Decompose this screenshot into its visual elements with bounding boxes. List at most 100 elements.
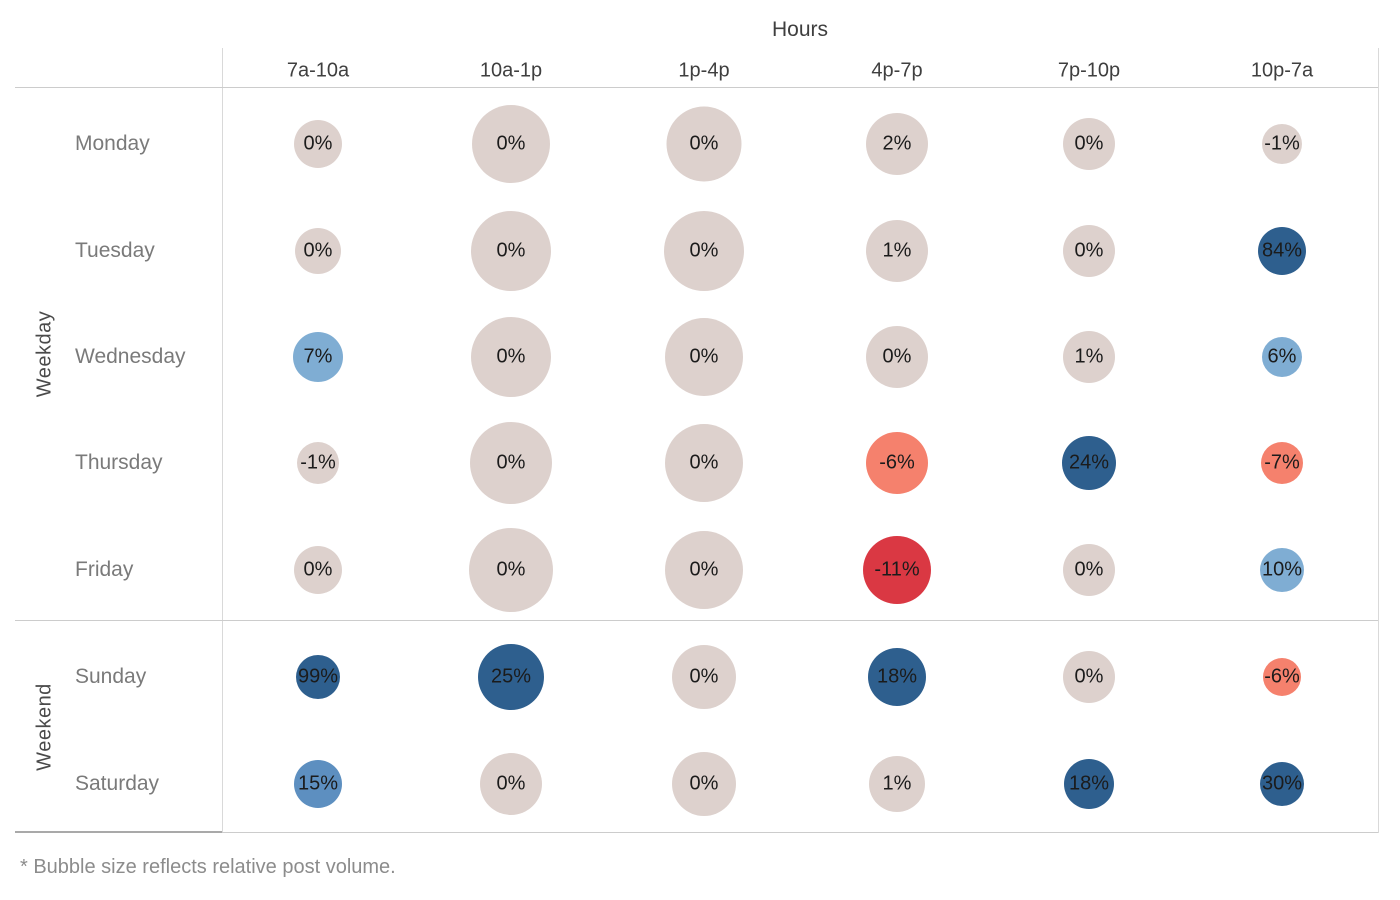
- bubble-wednesday-1p-4p[interactable]: [665, 318, 743, 396]
- bubble-sunday-10p-7a[interactable]: [1263, 658, 1301, 696]
- bubble-value-friday-7p-10p: 0%: [1074, 558, 1104, 581]
- bubble-value-sunday-10a-1p: 25%: [490, 665, 532, 688]
- bubble-sunday-7a-10a[interactable]: [296, 655, 340, 699]
- bubble-tuesday-4p-7p[interactable]: [866, 220, 928, 282]
- bubble-saturday-10p-7a[interactable]: [1260, 762, 1304, 806]
- bubble-monday-10a-1p[interactable]: [472, 105, 550, 183]
- bubble-value-monday-4p-7p: 2%: [882, 132, 912, 155]
- bubble-value-friday-1p-4p: 0%: [689, 558, 719, 581]
- bubble-tuesday-1p-4p[interactable]: [664, 211, 744, 291]
- bubble-value-thursday-10a-1p: 0%: [496, 451, 526, 474]
- bubble-monday-1p-4p[interactable]: [666, 106, 742, 182]
- bubble-value-tuesday-4p-7p: 1%: [882, 239, 912, 262]
- bubble-sunday-7p-10p[interactable]: [1063, 651, 1115, 703]
- bubble-value-monday-7p-10p: 0%: [1074, 132, 1104, 155]
- row-label-sunday: Sunday: [75, 665, 147, 688]
- bubble-value-saturday-4p-7p: 1%: [882, 772, 912, 795]
- bubble-value-wednesday-4p-7p: 0%: [882, 345, 912, 368]
- bubble-thursday-7a-10a[interactable]: [297, 442, 339, 484]
- bubble-saturday-7p-10p[interactable]: [1064, 759, 1114, 809]
- bubble-value-wednesday-1p-4p: 0%: [689, 345, 719, 368]
- bubble-saturday-1p-4p[interactable]: [672, 752, 736, 816]
- column-header-7p-10p: 7p-10p: [1057, 59, 1121, 82]
- bubble-value-thursday-1p-4p: 0%: [689, 451, 719, 474]
- bubble-value-wednesday-7a-10a: 7%: [303, 345, 333, 368]
- header-separator-line: [15, 87, 1378, 88]
- bubble-value-thursday-7p-10p: 24%: [1068, 451, 1110, 474]
- bubble-value-tuesday-1p-4p: 0%: [689, 239, 719, 262]
- bubble-friday-10a-1p[interactable]: [469, 528, 553, 612]
- bubble-value-tuesday-10a-1p: 0%: [496, 239, 526, 262]
- bubble-value-thursday-4p-7p: -6%: [879, 451, 915, 474]
- bubble-value-monday-10a-1p: 0%: [496, 132, 526, 155]
- bubble-value-tuesday-10p-7a: 84%: [1261, 239, 1303, 262]
- column-header-7a-10a: 7a-10a: [286, 59, 350, 82]
- bubble-value-wednesday-7p-10p: 1%: [1074, 345, 1104, 368]
- column-header-10a-1p: 10a-1p: [479, 59, 543, 82]
- bubble-sunday-1p-4p[interactable]: [672, 645, 736, 709]
- bubble-value-saturday-10p-7a: 30%: [1261, 772, 1303, 795]
- bubble-value-saturday-7p-10p: 18%: [1068, 772, 1110, 795]
- bubble-tuesday-7p-10p[interactable]: [1063, 225, 1115, 277]
- chart-title: Hours: [771, 18, 829, 41]
- bubble-sunday-10a-1p[interactable]: [478, 644, 544, 710]
- bubble-thursday-1p-4p[interactable]: [665, 424, 743, 502]
- bubble-value-sunday-7a-10a: 99%: [297, 665, 339, 688]
- bubble-value-monday-1p-4p: 0%: [689, 132, 719, 155]
- bubble-value-monday-7a-10a: 0%: [303, 132, 333, 155]
- row-label-thursday: Thursday: [75, 451, 163, 474]
- bubble-tuesday-10p-7a[interactable]: [1258, 227, 1306, 275]
- bubble-wednesday-4p-7p[interactable]: [866, 326, 928, 388]
- bubble-monday-7a-10a[interactable]: [294, 120, 342, 168]
- bubble-thursday-4p-7p[interactable]: [866, 432, 928, 494]
- bubble-value-friday-4p-7p: -11%: [874, 558, 920, 581]
- column-header-10p-7a: 10p-7a: [1250, 59, 1314, 82]
- row-label-saturday: Saturday: [75, 772, 160, 795]
- bubble-value-saturday-1p-4p: 0%: [689, 772, 719, 795]
- plot-border-right: [1378, 48, 1379, 833]
- bubble-value-saturday-7a-10a: 15%: [297, 772, 339, 795]
- group-label-weekday: Weekday: [33, 310, 56, 398]
- bubble-thursday-10p-7a[interactable]: [1261, 442, 1303, 484]
- bubble-wednesday-7p-10p[interactable]: [1063, 331, 1115, 383]
- bubble-monday-7p-10p[interactable]: [1063, 118, 1115, 170]
- bubble-value-sunday-4p-7p: 18%: [876, 665, 918, 688]
- bubble-tuesday-10a-1p[interactable]: [471, 211, 551, 291]
- bubble-saturday-7a-10a[interactable]: [294, 760, 342, 808]
- bubble-tuesday-7a-10a[interactable]: [295, 228, 341, 274]
- bubble-value-friday-10a-1p: 0%: [496, 558, 526, 581]
- bubble-value-friday-7a-10a: 0%: [303, 558, 333, 581]
- bubble-thursday-7p-10p[interactable]: [1062, 436, 1116, 490]
- plot-bottom-line: [222, 832, 1378, 833]
- bubble-wednesday-10p-7a[interactable]: [1262, 337, 1302, 377]
- bubble-monday-4p-7p[interactable]: [866, 113, 928, 175]
- bubble-friday-7p-10p[interactable]: [1063, 544, 1115, 596]
- bubble-value-wednesday-10a-1p: 0%: [496, 345, 526, 368]
- bubble-thursday-10a-1p[interactable]: [470, 422, 552, 504]
- group-label-weekend: Weekend: [33, 683, 56, 771]
- bubble-value-friday-10p-7a: 10%: [1261, 558, 1303, 581]
- bubble-friday-7a-10a[interactable]: [294, 546, 342, 594]
- bubble-wednesday-7a-10a[interactable]: [293, 332, 343, 382]
- row-label-tuesday: Tuesday: [75, 239, 155, 262]
- bubble-friday-1p-4p[interactable]: [665, 531, 743, 609]
- bubble-value-sunday-1p-4p: 0%: [689, 665, 719, 688]
- bubble-saturday-4p-7p[interactable]: [869, 756, 925, 812]
- bubble-monday-10p-7a[interactable]: [1262, 124, 1302, 164]
- row-label-monday: Monday: [75, 132, 150, 155]
- bubble-saturday-10a-1p[interactable]: [480, 753, 542, 815]
- bubble-value-tuesday-7a-10a: 0%: [303, 239, 333, 262]
- bubble-friday-10p-7a[interactable]: [1260, 548, 1304, 592]
- bubble-value-thursday-7a-10a: -1%: [300, 451, 336, 474]
- bubble-wednesday-10a-1p[interactable]: [471, 317, 551, 397]
- bubble-value-wednesday-10p-7a: 6%: [1267, 345, 1297, 368]
- axis-divider-left: [222, 48, 223, 833]
- row-label-wednesday: Wednesday: [75, 345, 186, 368]
- bubble-value-sunday-7p-10p: 0%: [1074, 665, 1104, 688]
- bubble-sunday-4p-7p[interactable]: [868, 648, 926, 706]
- bubble-value-sunday-10p-7a: -6%: [1264, 665, 1300, 688]
- bubble-friday-4p-7p[interactable]: [863, 536, 931, 604]
- bubble-value-tuesday-7p-10p: 0%: [1074, 239, 1104, 262]
- bubble-value-saturday-10a-1p: 0%: [496, 772, 526, 795]
